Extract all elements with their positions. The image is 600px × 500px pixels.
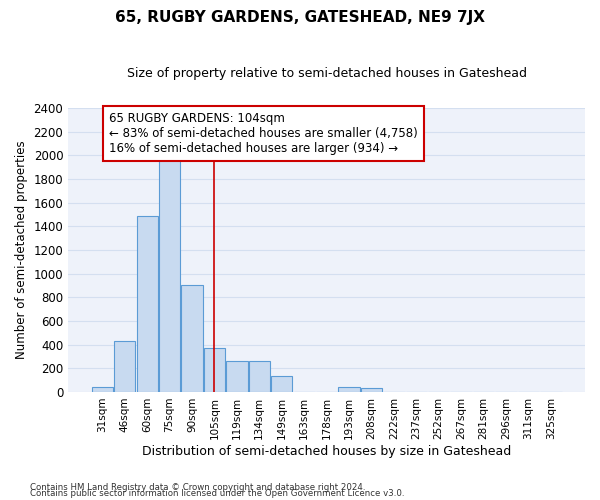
Y-axis label: Number of semi-detached properties: Number of semi-detached properties bbox=[15, 140, 28, 360]
Bar bbox=[271, 376, 292, 392]
Bar bbox=[204, 348, 225, 392]
Bar bbox=[181, 286, 203, 392]
X-axis label: Distribution of semi-detached houses by size in Gateshead: Distribution of semi-detached houses by … bbox=[142, 444, 511, 458]
Text: Contains HM Land Registry data © Crown copyright and database right 2024.: Contains HM Land Registry data © Crown c… bbox=[30, 484, 365, 492]
Text: 65, RUGBY GARDENS, GATESHEAD, NE9 7JX: 65, RUGBY GARDENS, GATESHEAD, NE9 7JX bbox=[115, 10, 485, 25]
Bar bbox=[226, 361, 248, 392]
Bar bbox=[361, 388, 382, 392]
Bar bbox=[92, 386, 113, 392]
Bar bbox=[114, 340, 136, 392]
Bar bbox=[338, 387, 359, 392]
Bar bbox=[159, 154, 180, 392]
Bar bbox=[248, 361, 270, 392]
Text: Contains public sector information licensed under the Open Government Licence v3: Contains public sector information licen… bbox=[30, 490, 404, 498]
Title: Size of property relative to semi-detached houses in Gateshead: Size of property relative to semi-detach… bbox=[127, 68, 527, 80]
Text: 65 RUGBY GARDENS: 104sqm
← 83% of semi-detached houses are smaller (4,758)
16% o: 65 RUGBY GARDENS: 104sqm ← 83% of semi-d… bbox=[109, 112, 418, 154]
Bar bbox=[137, 216, 158, 392]
